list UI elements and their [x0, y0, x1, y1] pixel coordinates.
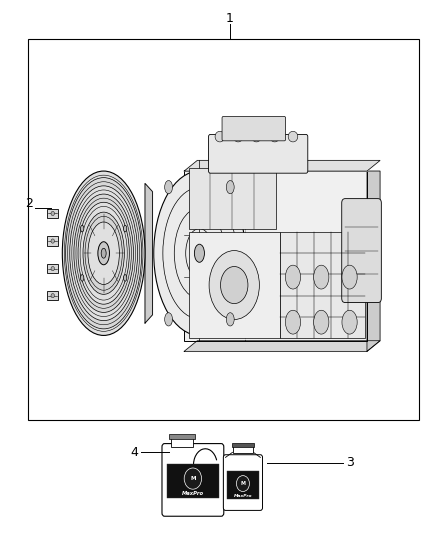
FancyBboxPatch shape — [222, 116, 286, 141]
Circle shape — [51, 294, 54, 298]
Ellipse shape — [226, 313, 234, 326]
Bar — [47, 236, 58, 246]
Ellipse shape — [194, 244, 205, 262]
Polygon shape — [367, 171, 380, 351]
Ellipse shape — [101, 248, 106, 258]
Ellipse shape — [98, 242, 110, 265]
Ellipse shape — [165, 313, 173, 326]
FancyBboxPatch shape — [208, 134, 308, 173]
FancyBboxPatch shape — [162, 443, 224, 516]
Ellipse shape — [252, 131, 261, 142]
Ellipse shape — [342, 310, 357, 334]
Ellipse shape — [74, 194, 134, 312]
Ellipse shape — [288, 131, 298, 142]
Circle shape — [51, 266, 54, 271]
Ellipse shape — [81, 274, 84, 281]
Circle shape — [51, 212, 54, 216]
Bar — [47, 209, 58, 218]
Ellipse shape — [81, 225, 84, 232]
Bar — [171, 438, 193, 447]
Ellipse shape — [286, 265, 300, 289]
Ellipse shape — [215, 131, 225, 142]
Ellipse shape — [314, 310, 329, 334]
Text: MaxPro: MaxPro — [182, 491, 204, 496]
Text: M: M — [240, 481, 245, 486]
Ellipse shape — [62, 171, 145, 335]
Polygon shape — [184, 160, 380, 171]
Bar — [184, 171, 367, 341]
Ellipse shape — [154, 171, 245, 335]
Ellipse shape — [165, 181, 173, 194]
FancyBboxPatch shape — [342, 199, 381, 303]
Bar — [169, 434, 195, 439]
Bar — [227, 471, 258, 499]
Ellipse shape — [124, 274, 127, 281]
Text: M: M — [190, 476, 196, 481]
Text: 1: 1 — [226, 12, 234, 25]
Ellipse shape — [209, 251, 259, 319]
Circle shape — [184, 468, 201, 489]
Text: 4: 4 — [130, 446, 138, 458]
Ellipse shape — [220, 266, 248, 304]
Bar — [47, 264, 58, 273]
Ellipse shape — [233, 131, 243, 142]
Ellipse shape — [124, 225, 127, 232]
Bar — [28, 38, 419, 420]
Ellipse shape — [78, 203, 129, 304]
Ellipse shape — [270, 131, 279, 142]
Ellipse shape — [88, 222, 120, 285]
FancyBboxPatch shape — [223, 455, 262, 511]
Polygon shape — [145, 183, 152, 323]
Ellipse shape — [83, 212, 124, 294]
Circle shape — [51, 239, 54, 243]
Polygon shape — [184, 341, 380, 351]
Bar — [232, 443, 254, 447]
Text: 3: 3 — [346, 456, 353, 469]
Bar — [188, 168, 276, 229]
Circle shape — [237, 475, 250, 491]
Bar — [47, 291, 58, 301]
Text: MaxPro: MaxPro — [234, 494, 252, 498]
Bar — [167, 464, 219, 498]
Ellipse shape — [314, 265, 329, 289]
Bar — [188, 232, 280, 338]
Bar — [280, 232, 365, 338]
Ellipse shape — [342, 265, 357, 289]
Ellipse shape — [70, 186, 138, 321]
Bar — [233, 446, 253, 454]
Ellipse shape — [226, 181, 234, 194]
Ellipse shape — [286, 310, 300, 334]
Text: 2: 2 — [25, 197, 33, 211]
Ellipse shape — [66, 177, 142, 329]
